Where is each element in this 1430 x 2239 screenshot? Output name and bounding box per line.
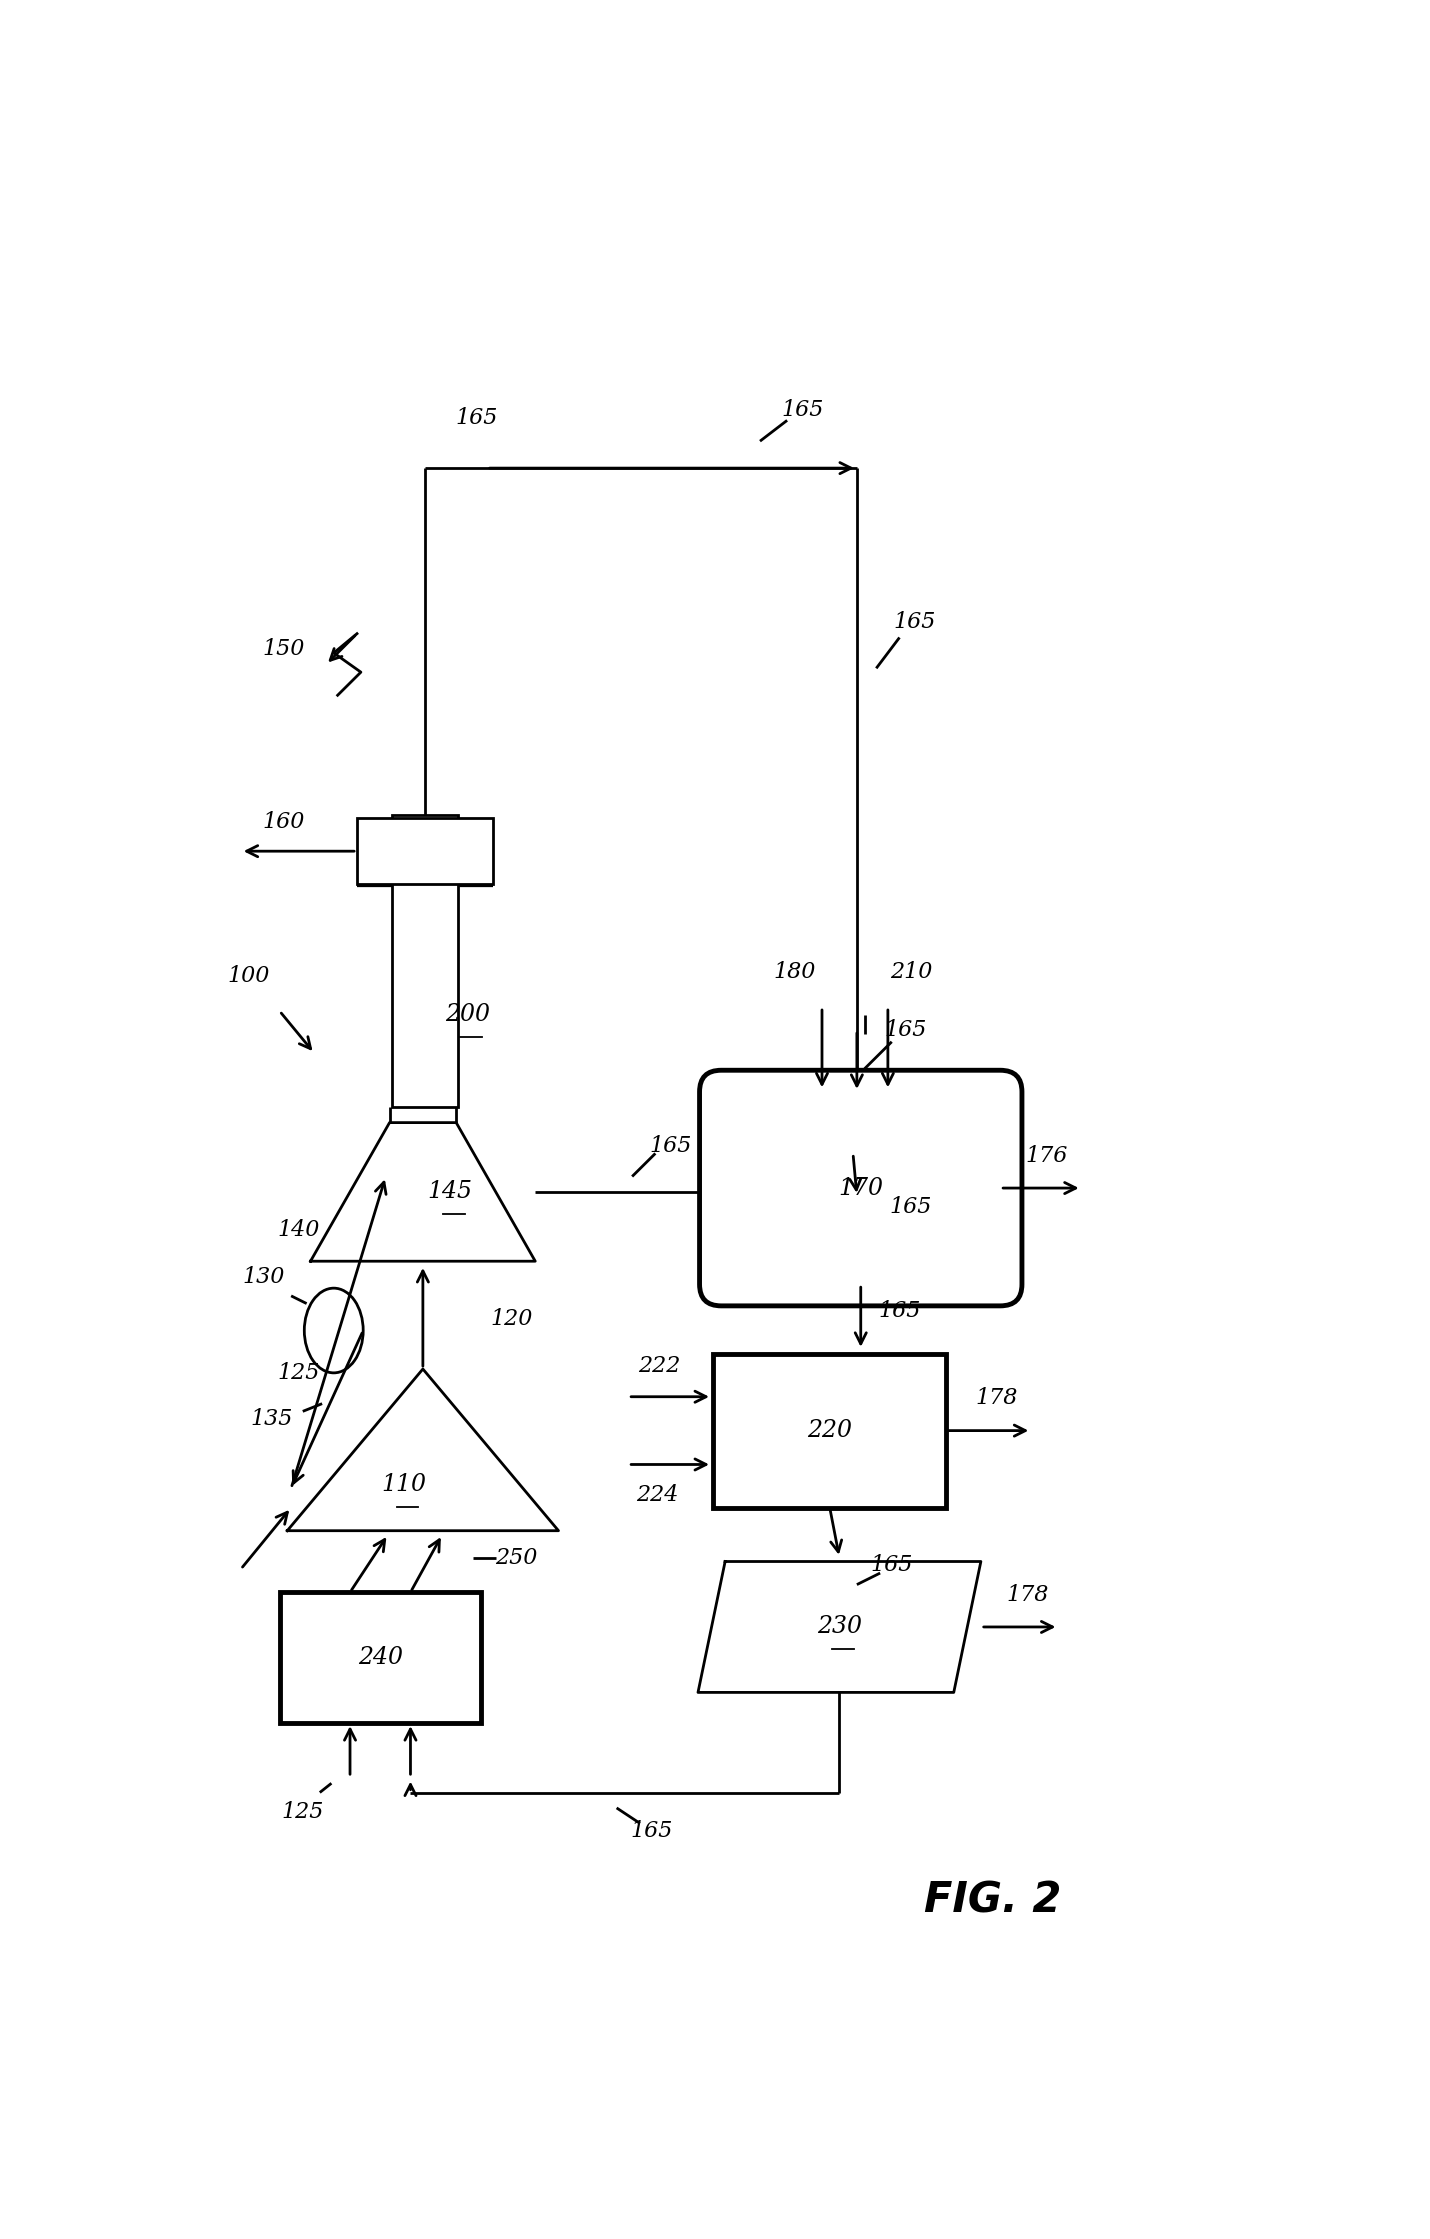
FancyBboxPatch shape: [699, 1070, 1022, 1305]
Text: 110: 110: [380, 1473, 426, 1496]
Bar: [392, 815, 458, 1108]
Text: 135: 135: [250, 1408, 293, 1431]
Text: 200: 200: [445, 1003, 490, 1025]
Text: 230: 230: [817, 1617, 862, 1639]
Text: 222: 222: [638, 1355, 681, 1377]
Text: 140: 140: [277, 1220, 320, 1240]
Bar: [714, 1355, 947, 1507]
Text: 150: 150: [262, 638, 305, 661]
Text: 165: 165: [649, 1135, 692, 1158]
Bar: [279, 1592, 480, 1724]
Text: 165: 165: [878, 1301, 921, 1323]
Text: 125: 125: [282, 1800, 325, 1823]
Text: 165: 165: [631, 1820, 672, 1843]
Text: 224: 224: [636, 1484, 679, 1507]
Text: 155: 155: [403, 840, 446, 862]
Text: 120: 120: [490, 1308, 533, 1330]
Text: 170: 170: [838, 1175, 884, 1200]
Text: 240: 240: [358, 1646, 403, 1670]
Text: 165: 165: [456, 407, 498, 430]
Text: 160: 160: [262, 811, 305, 833]
Text: 165: 165: [781, 399, 824, 421]
Text: 165: 165: [871, 1554, 912, 1576]
Text: FIG. 2: FIG. 2: [924, 1879, 1061, 1921]
Bar: [358, 819, 492, 884]
Ellipse shape: [305, 1287, 363, 1373]
Text: 165: 165: [894, 611, 937, 634]
Text: 165: 165: [889, 1196, 932, 1218]
Text: 220: 220: [808, 1420, 852, 1442]
Text: 165: 165: [885, 1019, 927, 1041]
Text: 178: 178: [1007, 1583, 1048, 1605]
Text: 210: 210: [889, 961, 932, 983]
Text: 100: 100: [227, 965, 270, 987]
Text: 130: 130: [243, 1265, 285, 1287]
Text: 180: 180: [774, 961, 817, 983]
Text: 176: 176: [1025, 1144, 1068, 1167]
Text: 178: 178: [975, 1388, 1018, 1408]
Text: 145: 145: [428, 1180, 472, 1202]
Text: 125: 125: [277, 1361, 320, 1384]
Text: 250: 250: [495, 1547, 538, 1570]
